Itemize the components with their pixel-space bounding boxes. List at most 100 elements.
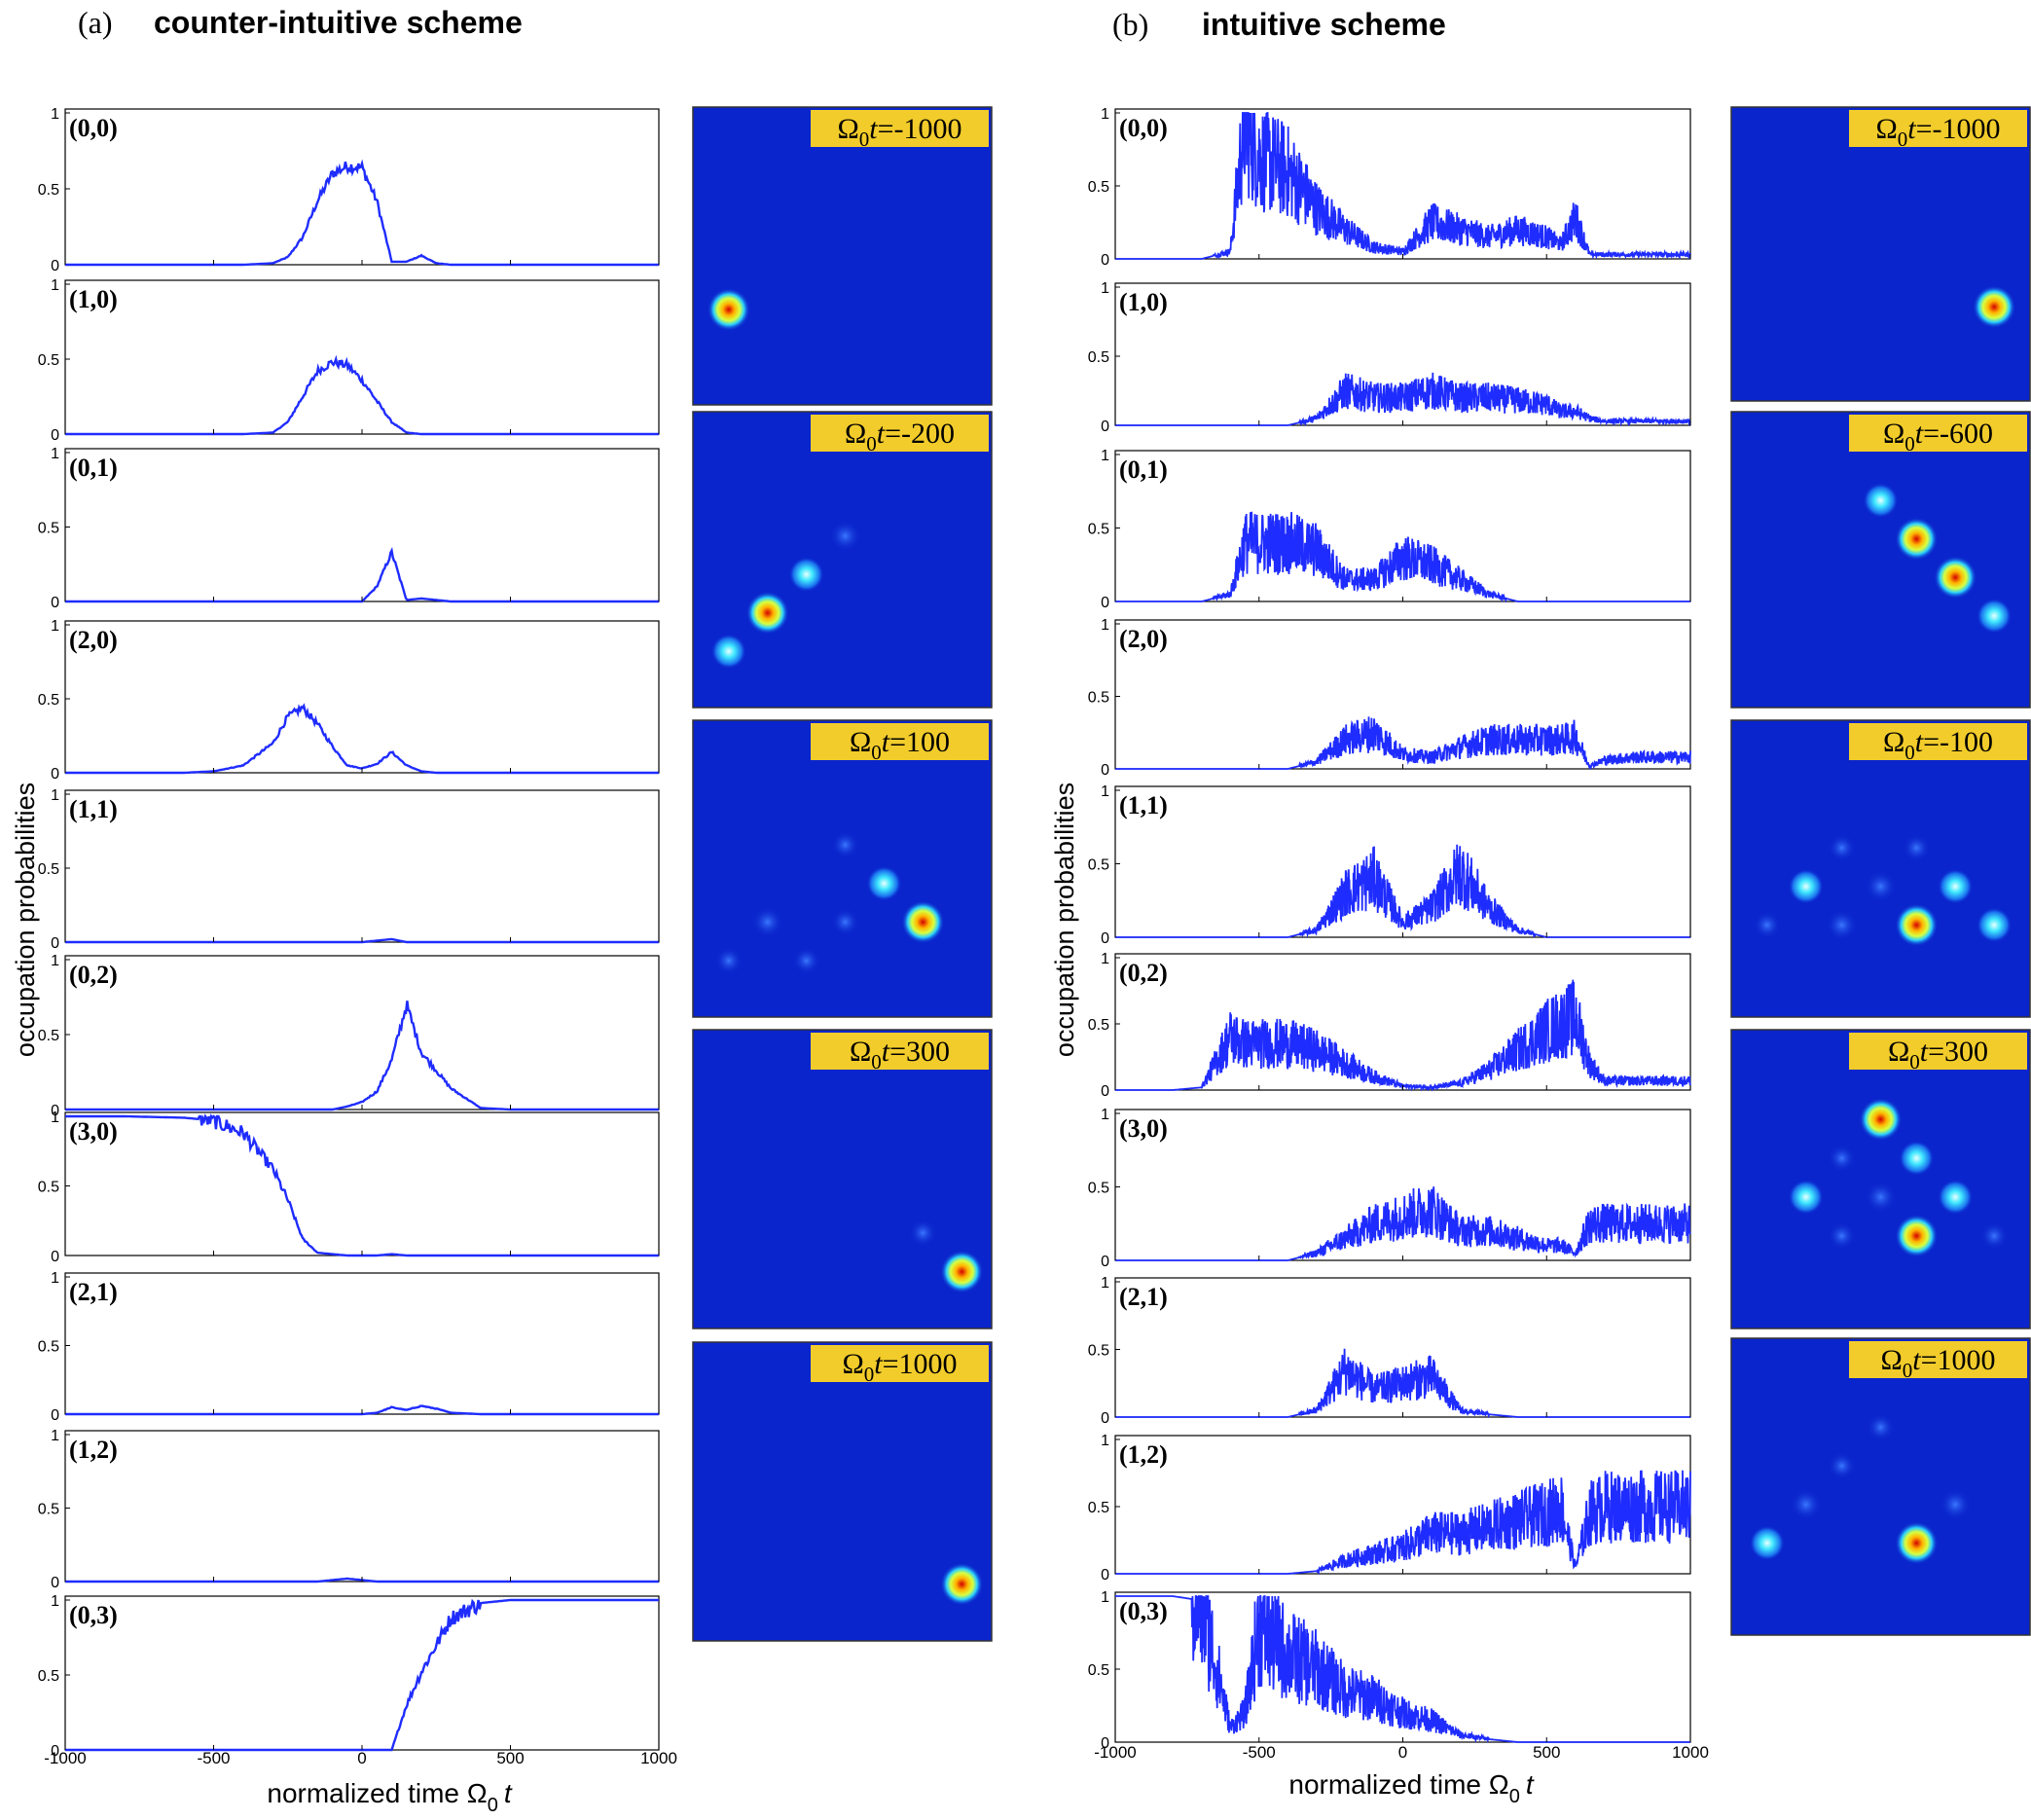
density-spot (940, 1250, 984, 1293)
density-spot (751, 906, 783, 938)
density-spot (1899, 1141, 1935, 1177)
time-badge-label: Ω0t=300 (1888, 1036, 1988, 1074)
y-tick-label: 0.5 (1088, 349, 1109, 366)
state-label: (0,2) (69, 961, 118, 989)
density-spot (831, 908, 859, 936)
density-spot (1749, 1525, 1785, 1561)
density-spot (1828, 834, 1856, 862)
axes-frame (64, 1111, 660, 1256)
subplot-30: 0 0.5 1 (3,0) (1088, 1107, 1691, 1270)
snapshot-tile: Ω0t=1000 (692, 1341, 993, 1642)
axes-frame (64, 789, 660, 943)
snapshot-tile: Ω0t=-200 (692, 411, 993, 709)
density-spot (788, 557, 824, 593)
panel-b-title: intuitive scheme (1202, 7, 1446, 42)
y-tick-label: 0.5 (38, 1668, 59, 1685)
density-spot (829, 520, 861, 552)
y-tick-label: 0 (51, 1407, 59, 1424)
y-tick-label: 0 (1101, 930, 1109, 947)
subplot-00: 0 0.5 1 (0,0) (1088, 106, 1691, 269)
y-tick-label: 1 (1101, 106, 1109, 123)
density-spot (1828, 1221, 1856, 1250)
x-tick-labels: -1000 -500 0 500 1000 (1094, 1743, 1709, 1762)
density-map (692, 719, 993, 1018)
density-spot (1788, 1179, 1824, 1215)
axes-frame (64, 620, 660, 774)
time-badge-label: Ω0t=300 (850, 1036, 950, 1074)
y-tick-label: 0 (51, 1103, 59, 1119)
density-spot (1977, 598, 2013, 634)
subplot-02: 0 0.5 1 (0,2) (38, 953, 660, 1119)
subplot-21: 0 0.5 1 (2,1) (1088, 1275, 1691, 1427)
axes-frame (1114, 1277, 1691, 1418)
state-label: (0,0) (1119, 114, 1168, 142)
y-tick-label: 1 (1101, 1589, 1109, 1606)
subplot-20: 0 0.5 1 (2,0) (38, 618, 660, 783)
y-tick-label: 1 (51, 1428, 59, 1444)
y-tick-label: 0.5 (38, 182, 59, 199)
time-badge (811, 1345, 989, 1382)
series-line (1115, 1348, 1690, 1419)
y-tick-label: 0 (1101, 1567, 1109, 1583)
snapshot-tile: Ω0t=300 (1730, 1029, 2031, 1329)
subplot-21: 0 0.5 1 (2,1) (38, 1270, 660, 1424)
y-tick-label: 1 (51, 787, 59, 804)
density-spot (1938, 868, 1974, 904)
density-map (1730, 1029, 2031, 1329)
density-spot (1895, 1214, 1939, 1257)
subplot-12: 0 0.5 1 (1,2) (1088, 1433, 1691, 1583)
y-tick-label: 0.5 (38, 352, 59, 369)
subplot-12: 0 0.5 1 (1,2) (38, 1428, 660, 1591)
axes-frame (1114, 619, 1691, 770)
state-label: (0,1) (1119, 455, 1168, 484)
time-badge (1849, 110, 2027, 147)
density-spot (1940, 1488, 1972, 1520)
density-spot (1753, 911, 1781, 939)
axes-frame (64, 279, 660, 435)
state-label: (0,3) (69, 1601, 118, 1629)
state-label: (1,0) (1119, 288, 1168, 316)
y-tick-label: 0 (51, 427, 59, 444)
x-tick-label: -1000 (1094, 1743, 1136, 1762)
y-tick-label: 0.5 (38, 1180, 59, 1196)
panel-a-letter: (a) (78, 5, 113, 40)
y-tick-label: 0.5 (1088, 1343, 1109, 1360)
density-spot (1865, 870, 1897, 902)
x-tick-label: 0 (357, 1749, 366, 1767)
subplot-01: 0 0.5 1 (0,1) (38, 446, 660, 611)
density-spot (714, 947, 743, 975)
x-tick-label: 500 (1533, 1743, 1560, 1762)
y-tick-label: 0.5 (1088, 522, 1109, 538)
y-tick-label: 0 (1101, 1410, 1109, 1427)
state-label: (0,1) (69, 454, 118, 482)
panel-a-xlabel: normalized time Ω0 t (267, 1778, 512, 1816)
time-badge (811, 415, 989, 452)
state-label: (2,1) (69, 1278, 118, 1306)
density-spot (1895, 903, 1939, 947)
subplots: 0 0.5 1 (0,0) 0 0.5 1 (1,0) 0 0.5 1 (0,1) 0 0.5 1 (2,0)… (38, 106, 1709, 1767)
snapshot-tile: Ω0t=300 (692, 1029, 993, 1329)
x-tick-label: -500 (197, 1749, 230, 1767)
y-tick-label: 0 (51, 1249, 59, 1265)
density-spot (1828, 1452, 1856, 1480)
time-badge-label: Ω0t=-100 (1883, 726, 1993, 764)
x-tick-label: -1000 (44, 1749, 86, 1767)
y-tick-label: 1 (1101, 951, 1109, 967)
density-spot (1895, 517, 1939, 561)
time-badge-label: Ω0t=-200 (845, 418, 955, 455)
snapshot-tile: Ω0t=-600 (1730, 411, 2031, 709)
x-tick-label: 0 (1398, 1743, 1407, 1762)
density-spot (1938, 1179, 1974, 1215)
y-tick-label: 0.5 (38, 1028, 59, 1044)
density-map (1730, 1337, 2031, 1636)
y-tick-label: 0.5 (38, 521, 59, 537)
x-tick-labels: -1000 -500 0 500 1000 (44, 1749, 677, 1767)
y-tick-label: 0 (1101, 1735, 1109, 1752)
state-label: (1,2) (69, 1436, 118, 1464)
axes-frame (64, 108, 660, 266)
density-map (1730, 106, 2031, 402)
y-tick-label: 1 (1101, 783, 1109, 800)
time-badge (811, 1033, 989, 1070)
y-tick-label: 0.5 (1088, 1181, 1109, 1197)
density-spot (710, 634, 746, 670)
